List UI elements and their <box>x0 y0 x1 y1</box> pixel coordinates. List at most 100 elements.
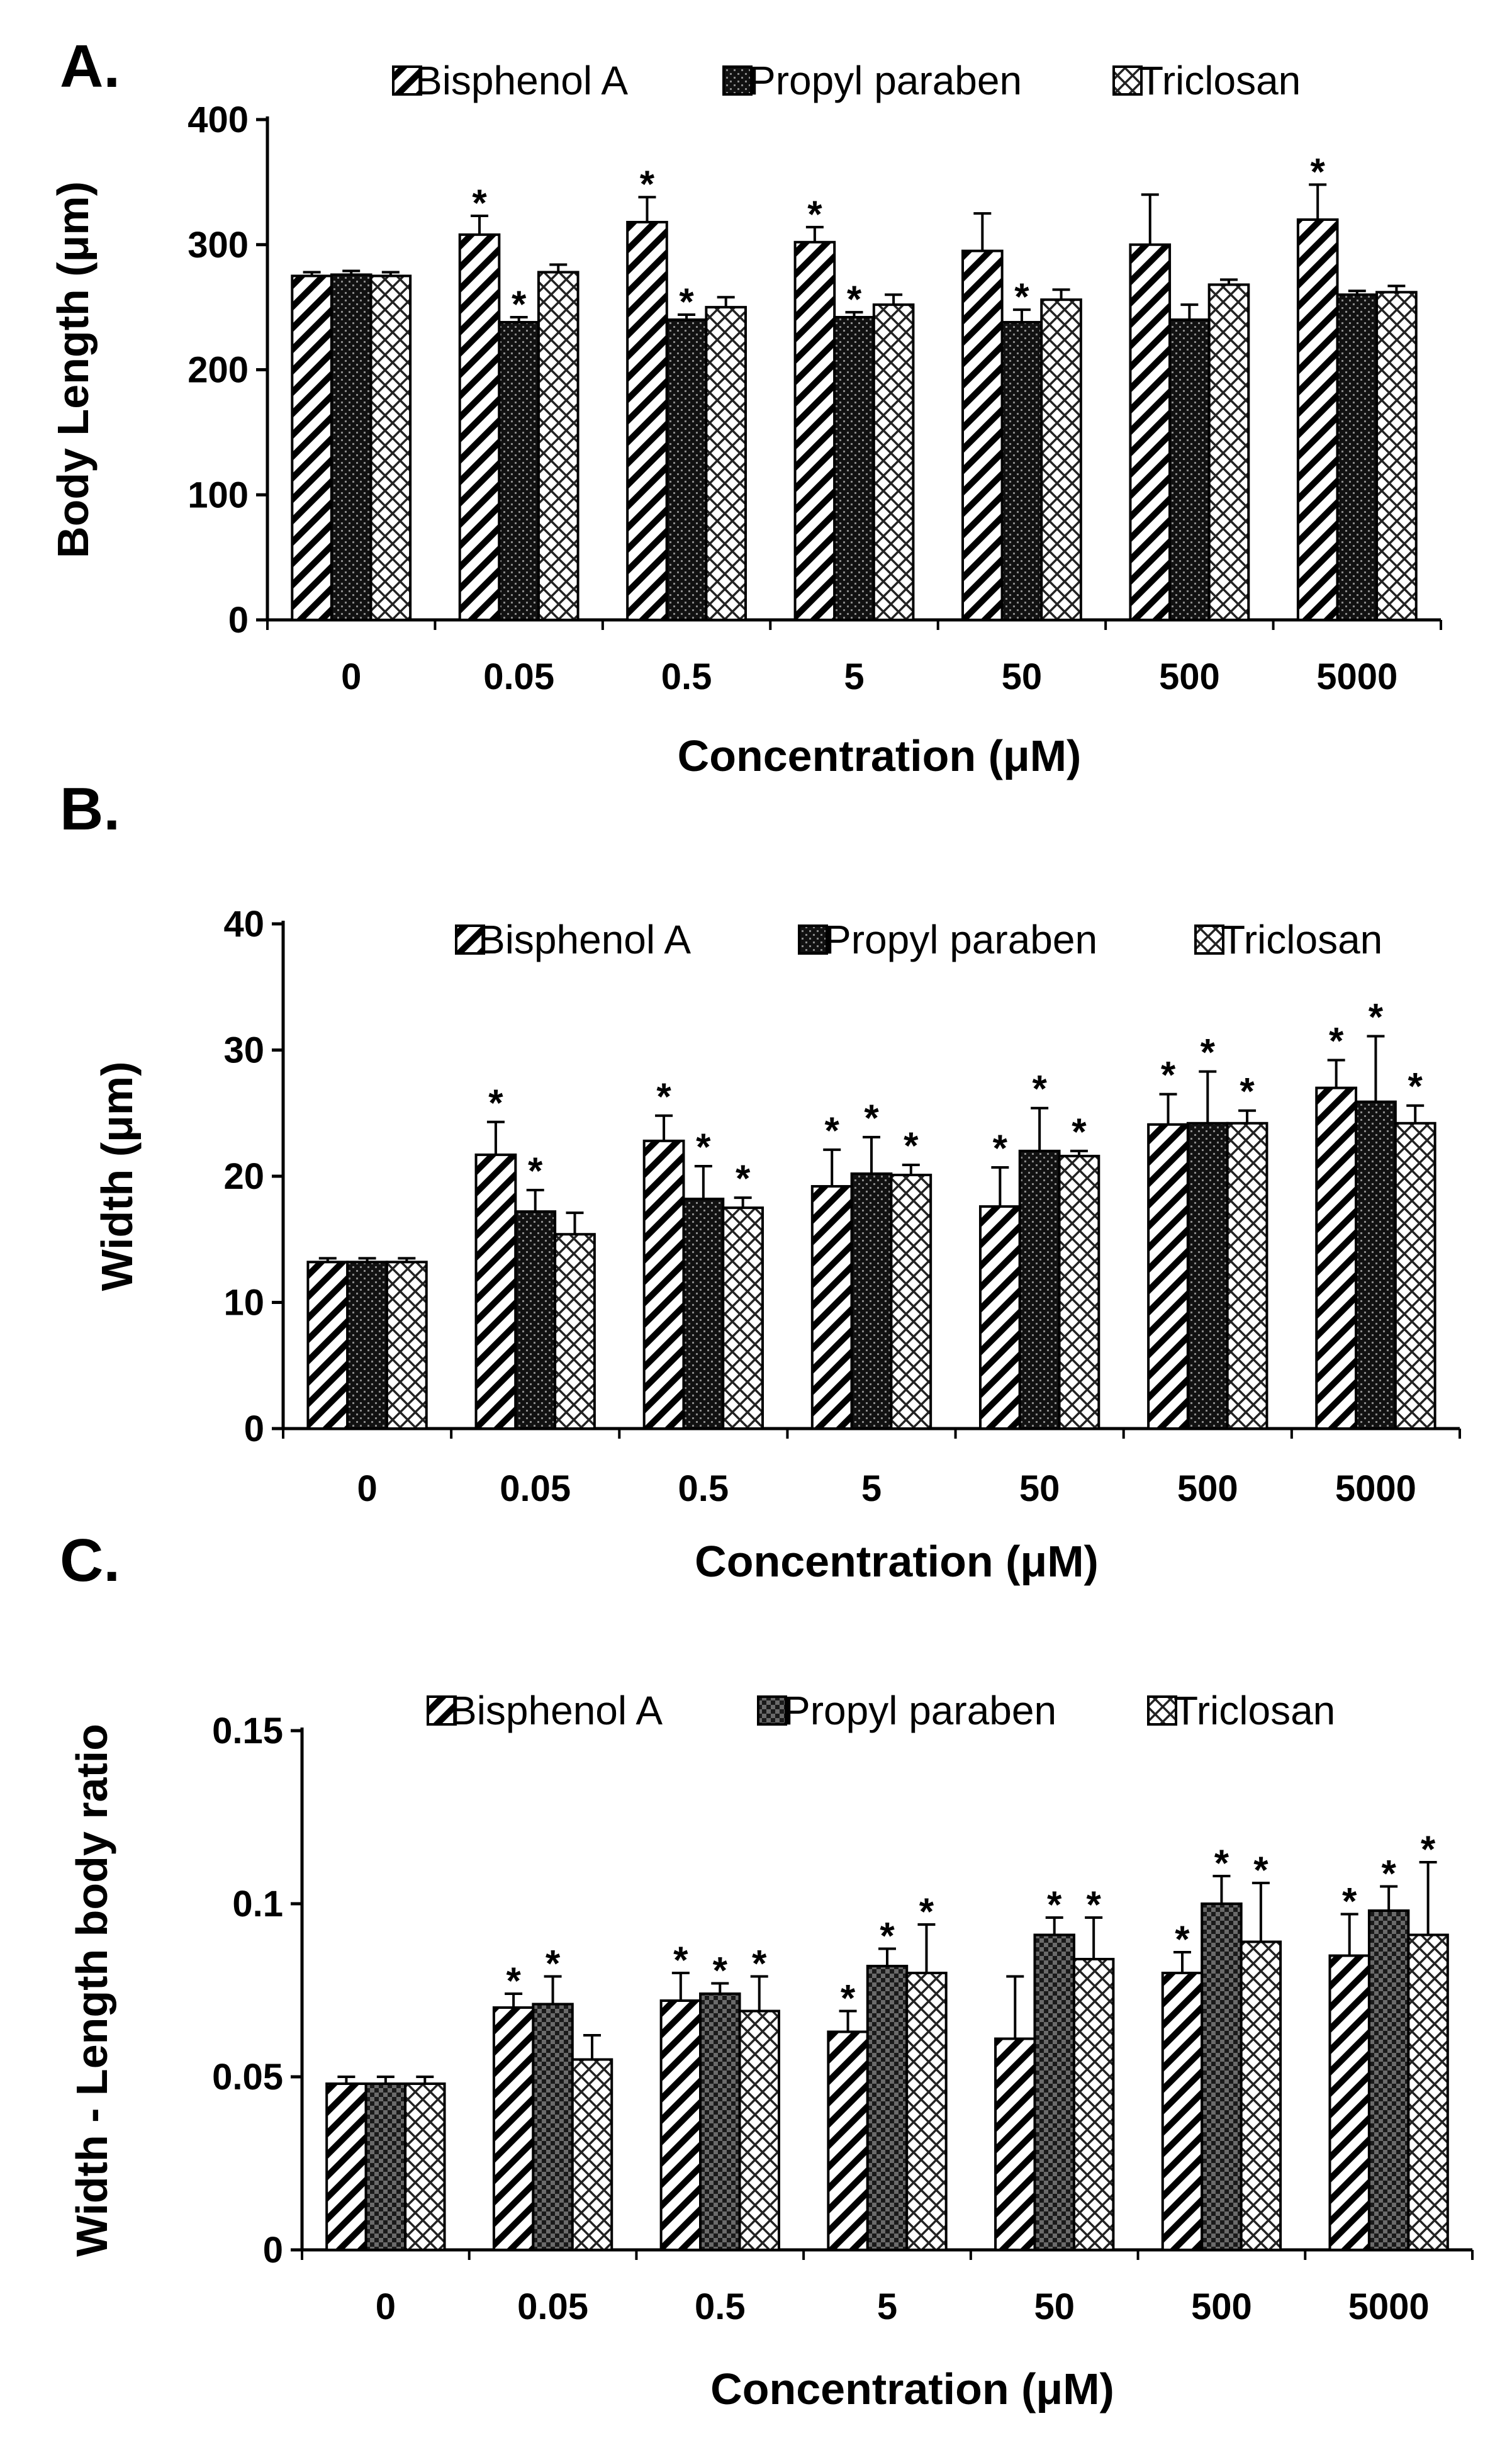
y-tick-label: 10 <box>223 1283 264 1323</box>
bar <box>1315 1086 1358 1430</box>
bar <box>404 2082 446 2251</box>
significance-star: * <box>752 1943 767 1985</box>
legend-swatch <box>392 65 422 96</box>
bar <box>498 320 540 621</box>
significance-star: * <box>512 283 527 325</box>
legend-label: Bisphenol A <box>450 1688 663 1733</box>
legend-swatch <box>798 924 828 955</box>
bar <box>1168 318 1211 621</box>
x-tick-label: 5000 <box>1316 656 1397 697</box>
bar <box>1240 1940 1282 2251</box>
significance-star: * <box>1329 1020 1344 1062</box>
y-axis-title: Width - Length body ratio <box>67 1724 116 2257</box>
panel-c-label: C. <box>60 1527 120 1594</box>
bar <box>1040 298 1082 621</box>
bar <box>346 1261 388 1430</box>
x-tick-label: 0 <box>357 1468 377 1509</box>
significance-star: * <box>1072 1111 1087 1153</box>
bar <box>1296 218 1339 621</box>
bar <box>1226 1121 1268 1430</box>
significance-star: * <box>673 1939 688 1981</box>
bar <box>306 1261 349 1430</box>
bar <box>571 2058 613 2251</box>
significance-star: * <box>807 193 822 235</box>
significance-star: * <box>864 1097 879 1139</box>
x-tick-label: 50 <box>1002 656 1043 697</box>
x-tick-label: 5 <box>844 656 864 697</box>
legend-swatch <box>455 924 485 955</box>
significance-star: * <box>1032 1068 1047 1110</box>
bar <box>659 1999 702 2251</box>
bar <box>369 274 412 621</box>
y-tick-label: 0 <box>263 2230 283 2271</box>
bar <box>722 1206 764 1430</box>
significance-star: * <box>488 1082 503 1124</box>
bar <box>1201 1902 1243 2251</box>
legend-label: Triclosan <box>1173 1688 1335 1733</box>
significance-star: * <box>1047 1884 1062 1926</box>
bar <box>1072 1958 1115 2251</box>
y-tick-label: 0 <box>244 1408 264 1449</box>
panel-b-label: B. <box>60 775 120 843</box>
x-tick-label: 5000 <box>1348 2286 1430 2327</box>
y-tick-label: 0.1 <box>232 1884 283 1925</box>
x-tick-label: 500 <box>1177 1468 1238 1509</box>
bar <box>532 2003 574 2251</box>
bar <box>1147 1123 1189 1430</box>
bar <box>705 306 747 621</box>
significance-star: * <box>472 182 487 224</box>
x-tick-label: 500 <box>1159 656 1220 697</box>
x-tick-label: 50 <box>1034 2286 1075 2327</box>
bar <box>827 2030 869 2251</box>
x-tick-label: 0 <box>341 656 361 697</box>
bar <box>1328 1954 1370 2251</box>
bar <box>1207 283 1250 622</box>
bar <box>1336 293 1379 621</box>
significance-star: * <box>1161 1054 1176 1096</box>
bar <box>1129 243 1172 621</box>
bar <box>330 273 372 621</box>
x-tick-label: 0.05 <box>483 656 554 697</box>
x-tick-label: 0.5 <box>661 656 712 697</box>
bar <box>474 1153 517 1430</box>
significance-star: * <box>1214 1842 1229 1884</box>
legend-label: Triclosan <box>1221 917 1382 962</box>
significance-star: * <box>656 1076 671 1118</box>
bar <box>905 1972 948 2251</box>
x-tick-label: 0.05 <box>500 1468 571 1509</box>
legend-label: Propyl paraben <box>824 917 1097 962</box>
x-axis-title: Concentration (μM) <box>695 1537 1099 1586</box>
significance-star: * <box>1408 1065 1423 1108</box>
x-tick-label: 0 <box>376 2286 396 2327</box>
significance-star: * <box>1310 150 1325 193</box>
bar <box>1058 1154 1100 1430</box>
significance-star: * <box>679 281 694 323</box>
legend-swatch <box>1147 1695 1177 1726</box>
legend-label: Bisphenol A <box>415 58 628 103</box>
y-tick-label: 300 <box>188 225 249 266</box>
bar <box>325 2082 367 2251</box>
bar <box>699 1992 741 2251</box>
legend-swatch <box>722 65 753 96</box>
significance-star: * <box>696 1126 711 1168</box>
significance-star: * <box>1421 1828 1436 1870</box>
bar <box>1000 320 1043 621</box>
legend-swatch <box>1112 65 1143 96</box>
significance-star: * <box>841 1977 856 2020</box>
bar <box>458 233 501 622</box>
significance-star: * <box>1014 276 1029 318</box>
y-axis-title: Width (μm) <box>92 1062 142 1291</box>
bar <box>1367 1909 1410 2251</box>
significance-star: * <box>640 163 655 205</box>
bar <box>1375 291 1418 621</box>
bar <box>978 1205 1021 1430</box>
bar <box>514 1210 557 1430</box>
significance-star: * <box>546 1943 561 1985</box>
x-tick-label: 500 <box>1191 2286 1252 2327</box>
bar <box>1033 1933 1075 2251</box>
significance-star: * <box>825 1110 840 1152</box>
bar <box>626 220 668 622</box>
panel-c: C. 0 0.05 0.1 0.15 0 0.05 0.5 5 50 500 5000 Concent… <box>60 1527 1474 2413</box>
bar <box>364 2082 407 2251</box>
bar <box>866 1965 909 2251</box>
